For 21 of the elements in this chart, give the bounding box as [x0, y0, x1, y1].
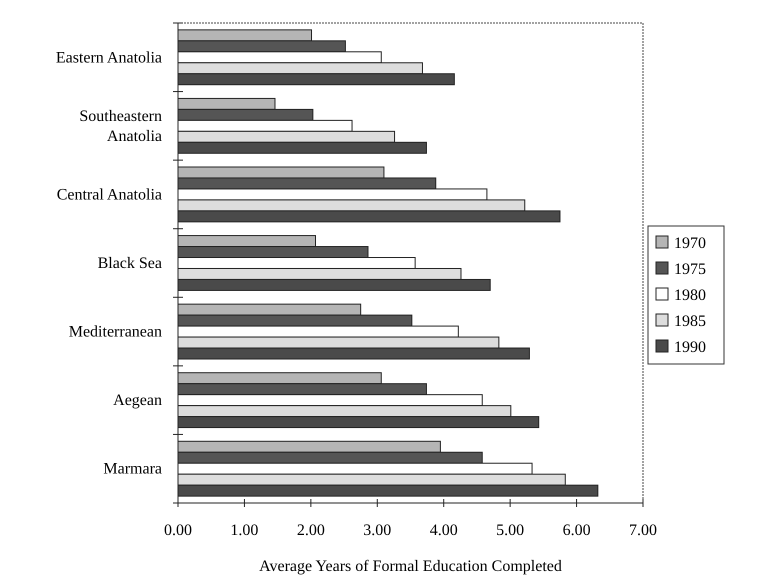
legend-label: 1990: [674, 339, 706, 356]
x-axis-title: Average Years of Formal Education Completed: [259, 558, 562, 575]
y-tick-label: Eastern Anatolia: [56, 49, 162, 66]
y-tick-label: Mediterranean: [68, 324, 162, 341]
x-tick-label: 6.00: [562, 522, 591, 539]
legend-label: 1975: [674, 261, 706, 278]
x-tick-label: 2.00: [296, 522, 325, 539]
y-tick-label: Marmara: [103, 460, 162, 478]
y-tick-label: Central Anatolia: [56, 186, 162, 204]
x-tick-label: 0.00: [164, 522, 192, 539]
x-tick-label: 1.00: [230, 522, 258, 539]
y-tick-label: Black Sea: [98, 255, 162, 272]
x-tick-label: 5.00: [496, 522, 524, 539]
x-tick-label: 7.00: [629, 522, 657, 539]
y-tick-label: Southeastern Anatolia: [79, 108, 162, 145]
legend-label: 1980: [674, 287, 706, 304]
x-tick-label: 4.00: [430, 522, 458, 539]
legend-label: 1985: [674, 313, 706, 330]
x-tick-label: 3.00: [363, 522, 392, 539]
y-tick-label: Aegean: [113, 392, 162, 410]
legend-label: 1970: [674, 235, 706, 252]
